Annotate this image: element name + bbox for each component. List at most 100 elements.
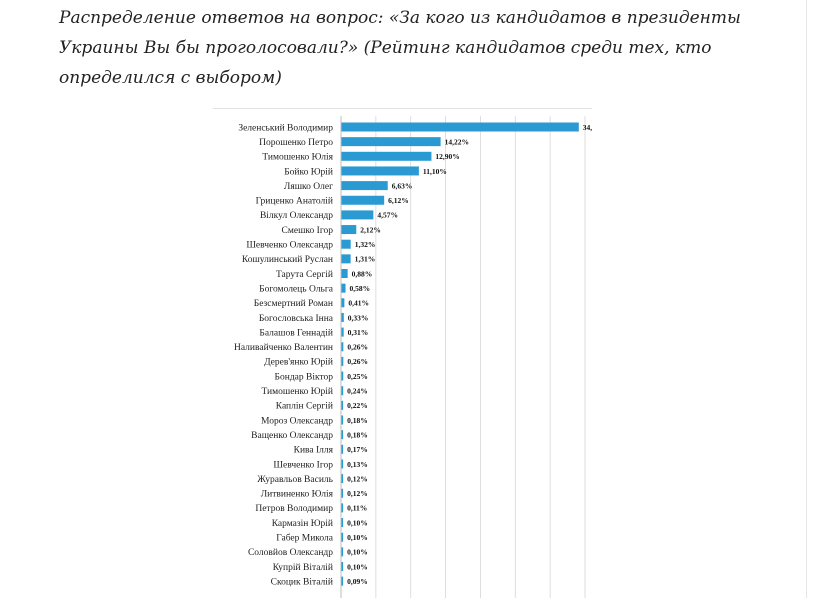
category-label: Бойко Юрій — [284, 166, 333, 177]
bar — [341, 283, 346, 293]
data-label: 0,41% — [348, 299, 369, 308]
data-label: 0,33% — [348, 313, 369, 322]
bar — [341, 518, 344, 528]
chart-heading: Распределение ответов на вопрос: «За ког… — [59, 8, 741, 88]
category-label: Шевченко Олександр — [246, 241, 333, 251]
data-label: 0,26% — [347, 357, 368, 366]
data-label: 0,58% — [350, 284, 371, 293]
data-label: 11,10% — [423, 167, 447, 176]
category-label: Купрій Віталій — [273, 562, 333, 573]
page-right-border — [806, 0, 807, 598]
data-label: 14,22% — [445, 137, 469, 146]
category-label: Журавльов Василь — [257, 475, 333, 485]
category-label: Гриценко Анатолій — [256, 196, 333, 207]
category-label: Вілкул Олександр — [260, 211, 333, 221]
category-label: Богомолець Ольга — [259, 284, 334, 294]
category-label: Шевченко Ігор — [273, 460, 333, 470]
category-label: Ващенко Олександр — [251, 431, 333, 441]
data-label: 0,10% — [347, 562, 368, 571]
bar — [341, 415, 344, 425]
bar — [341, 137, 441, 147]
data-label: 6,63% — [392, 181, 413, 190]
category-label: Соловйов Олександр — [248, 547, 333, 558]
category-label: Тимошенко Юлія — [262, 153, 333, 163]
category-label: Тимошенко Юрій — [261, 386, 333, 397]
category-label: Зеленський Володимир — [238, 122, 333, 133]
category-label: Скоцик Віталій — [271, 576, 333, 587]
data-label: 0,25% — [347, 372, 368, 381]
category-label: Каплін Сергій — [276, 401, 333, 412]
data-label: 0,22% — [347, 401, 368, 410]
data-label: 0,18% — [347, 430, 368, 439]
bar — [341, 181, 388, 191]
data-label: 2,12% — [360, 225, 381, 234]
category-label: Ляшко Олег — [284, 182, 333, 192]
bar — [341, 503, 344, 513]
data-label: 1,32% — [355, 240, 376, 249]
bar — [341, 151, 432, 161]
category-label: Кармазін Юрій — [272, 518, 333, 529]
data-label: 6,12% — [388, 196, 409, 205]
bar — [341, 254, 351, 264]
data-label: 0,31% — [348, 328, 369, 337]
category-label: Габер Микола — [276, 533, 334, 544]
data-label: 0,17% — [347, 445, 368, 454]
data-label: 0,12% — [347, 489, 368, 498]
data-label: 0,18% — [347, 416, 368, 425]
bar — [341, 400, 344, 410]
category-label: Бондар Віктор — [275, 372, 334, 382]
bar-chart: Зеленський Володимир 34,04% Порошенко Петр… — [213, 108, 592, 598]
category-label: Балашов Геннадій — [259, 327, 333, 338]
bar — [341, 312, 344, 322]
bar — [341, 356, 344, 366]
data-label: 0,11% — [347, 504, 367, 513]
chart-top-border — [213, 108, 592, 109]
category-label: Кошулинський Руслан — [242, 254, 333, 265]
bar — [341, 371, 344, 381]
bar — [341, 342, 344, 352]
data-label: 0,12% — [347, 474, 368, 483]
data-label: 1,31% — [355, 255, 376, 264]
bar — [341, 327, 344, 337]
bar — [341, 576, 344, 586]
category-label: Петров Володимир — [255, 504, 333, 514]
data-label: 0,10% — [347, 518, 368, 527]
category-label: Литвиненко Юлія — [261, 490, 334, 500]
category-label: Смешко Ігор — [282, 226, 334, 236]
data-label: 0,13% — [347, 460, 368, 469]
data-label: 34,04% — [583, 123, 592, 132]
data-label: 0,10% — [347, 533, 368, 542]
bar — [341, 239, 351, 249]
category-label: Наливайченко Валентин — [234, 342, 333, 353]
bar — [341, 386, 344, 396]
category-label: Безсмертний Роман — [254, 298, 333, 309]
bar — [341, 532, 344, 542]
data-label: 0,26% — [347, 343, 368, 352]
data-label: 12,90% — [435, 152, 459, 161]
bar — [341, 122, 579, 132]
category-label: Кива Ілля — [294, 446, 334, 456]
bar — [341, 430, 344, 440]
bar — [341, 210, 374, 220]
data-label: 0,88% — [352, 269, 373, 278]
bar — [341, 444, 344, 454]
bar — [341, 166, 419, 176]
category-label: Богословська Інна — [259, 314, 334, 324]
category-label: Мороз Олександр — [261, 416, 333, 426]
bar-chart-svg: Зеленський Володимир 34,04% Порошенко Петр… — [234, 116, 592, 598]
bar — [341, 562, 344, 571]
data-label: 0,24% — [347, 387, 368, 396]
bar — [341, 298, 345, 308]
bar — [341, 269, 348, 278]
data-label: 0,09% — [347, 577, 368, 586]
category-label: Порошенко Петро — [259, 138, 333, 148]
bar — [341, 195, 385, 205]
data-label: 0,10% — [347, 548, 368, 557]
bar — [341, 547, 344, 557]
category-label: Тарута Сергій — [276, 269, 333, 280]
bar — [341, 488, 344, 498]
bar — [341, 459, 344, 469]
bar — [341, 225, 357, 235]
category-label: Дерев'янко Юрій — [264, 357, 333, 368]
data-label: 4,57% — [377, 211, 398, 220]
